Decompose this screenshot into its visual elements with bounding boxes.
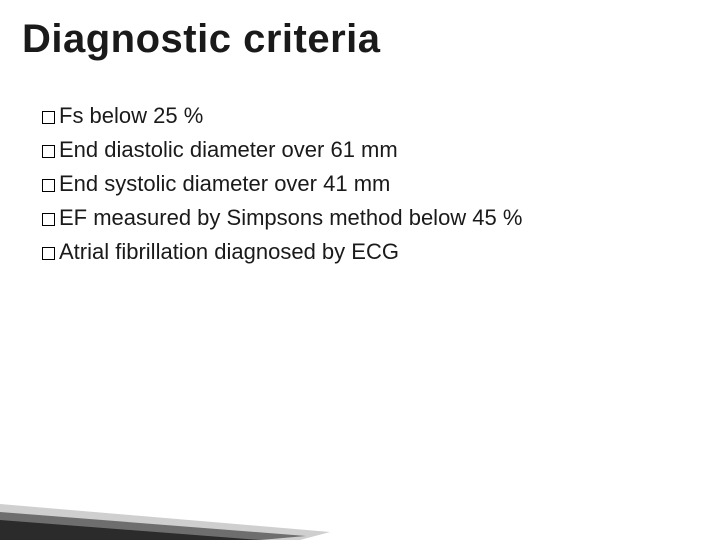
- list-item: EF measured by Simpsons method below 45 …: [42, 202, 522, 234]
- wedge-light: [0, 504, 330, 540]
- slide: { "title": { "text": "Diagnostic criteri…: [0, 0, 720, 540]
- checkbox-icon: [42, 145, 55, 158]
- checkbox-icon: [42, 247, 55, 260]
- decor-wedge: [0, 462, 340, 540]
- list-item-text: EF measured by Simpsons method below 45 …: [59, 205, 522, 230]
- checkbox-icon: [42, 179, 55, 192]
- slide-title: Diagnostic criteria: [22, 18, 381, 60]
- list-item: Fs below 25 %: [42, 100, 522, 132]
- wedge-mid: [0, 512, 306, 540]
- list-item: End systolic diameter over 41 mm: [42, 168, 522, 200]
- checkbox-icon: [42, 213, 55, 226]
- list-item-text: End systolic diameter over 41 mm: [59, 171, 390, 196]
- slide-body: Fs below 25 % End diastolic diameter ove…: [42, 100, 522, 269]
- wedge-dark: [0, 520, 260, 540]
- list-item-text: End diastolic diameter over 61 mm: [59, 137, 398, 162]
- checkbox-icon: [42, 111, 55, 124]
- list-item: Atrial fibrillation diagnosed by ECG: [42, 236, 522, 268]
- list-item-text: Atrial fibrillation diagnosed by ECG: [59, 239, 399, 264]
- list-item: End diastolic diameter over 61 mm: [42, 134, 522, 166]
- list-item-text: Fs below 25 %: [59, 103, 203, 128]
